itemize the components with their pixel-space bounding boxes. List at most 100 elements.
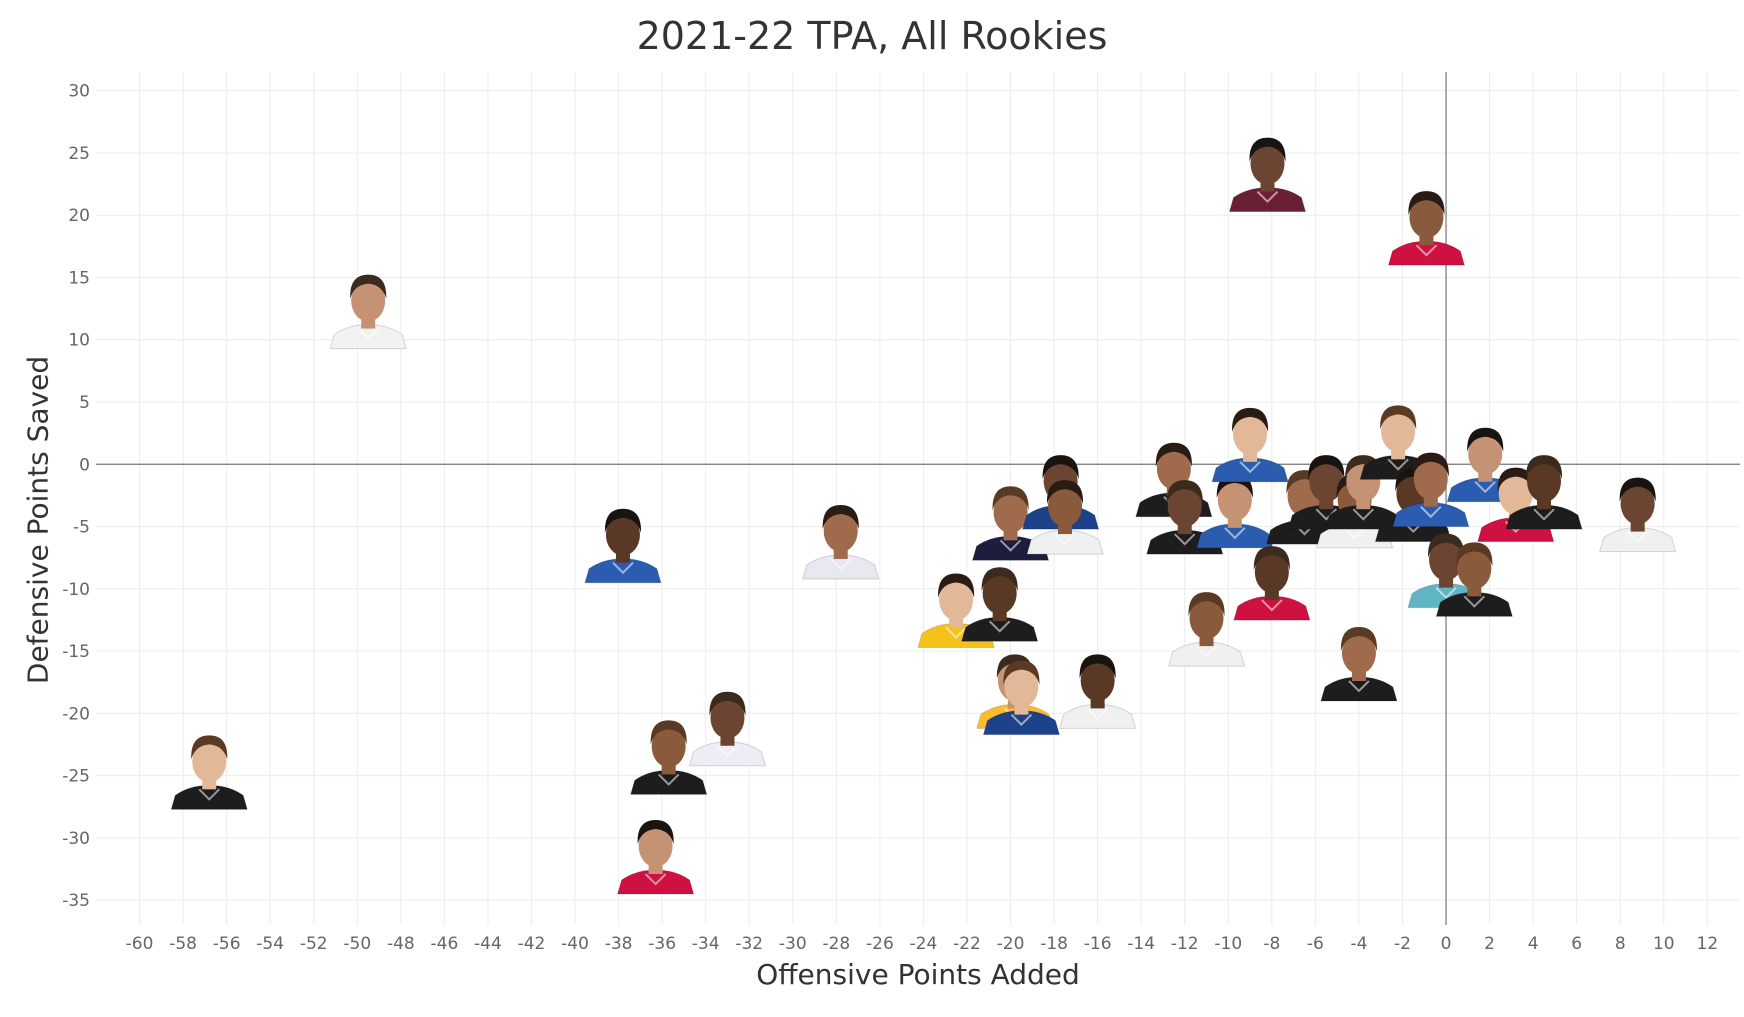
player-face <box>1457 547 1492 590</box>
player-face <box>939 578 974 621</box>
player-collar <box>1420 505 1442 519</box>
player-face <box>1498 472 1533 515</box>
y-tick-label: -35 <box>62 891 90 911</box>
player-face <box>710 696 745 739</box>
x-tick-label: -44 <box>474 934 502 954</box>
player-collar <box>829 558 852 571</box>
player-face <box>993 491 1028 534</box>
player-hair <box>822 504 859 529</box>
player-face <box>1309 460 1344 503</box>
player-face <box>1080 659 1115 702</box>
player-face <box>1468 432 1503 475</box>
data-point <box>960 567 1039 642</box>
x-tick-label: -56 <box>213 934 241 954</box>
y-tick-label: -30 <box>62 829 90 849</box>
x-tick-label: -36 <box>648 934 676 954</box>
player-hair <box>1408 191 1445 216</box>
x-tick-label: -24 <box>910 934 938 954</box>
data-point <box>1026 480 1104 555</box>
y-tick-label: 30 <box>68 82 90 102</box>
player-collar <box>1387 458 1409 471</box>
player-collar <box>357 327 379 341</box>
x-tick-label: -18 <box>1040 934 1068 954</box>
player-hair <box>1467 427 1504 452</box>
y-tick-label: -20 <box>62 704 90 724</box>
player-hair <box>637 820 674 845</box>
player-hair <box>350 274 387 299</box>
data-point <box>1446 427 1524 503</box>
data-point <box>170 735 248 810</box>
player-collar <box>988 620 1011 633</box>
data-point <box>688 691 767 767</box>
player-hair <box>1525 455 1563 480</box>
player-collar <box>612 561 634 575</box>
player-hair <box>938 573 975 598</box>
player-face <box>1004 665 1039 708</box>
player-collar <box>1533 508 1555 521</box>
x-tick-label: -52 <box>300 934 328 954</box>
x-tick-label: -42 <box>518 934 546 954</box>
player-hair <box>191 735 228 760</box>
x-tick-label: 10 <box>1653 934 1675 954</box>
player-face <box>1341 632 1376 675</box>
x-tick-label: -32 <box>735 934 763 954</box>
player-face <box>982 572 1017 615</box>
y-tick-label: -5 <box>73 518 90 538</box>
data-point <box>1392 452 1470 528</box>
player-hair <box>1079 654 1116 679</box>
player-face <box>1167 485 1202 528</box>
x-tick-label: -30 <box>779 934 807 954</box>
player-hair <box>1249 137 1286 162</box>
data-point <box>1435 542 1514 617</box>
player-face <box>351 279 386 322</box>
player-hair <box>1253 546 1290 571</box>
x-tick-label: -34 <box>692 934 720 954</box>
player-hair <box>1232 407 1269 432</box>
x-tick-label: -58 <box>169 934 197 954</box>
player-face <box>1413 457 1448 500</box>
player-face <box>1620 482 1655 525</box>
player-collar <box>716 745 739 758</box>
player-collar <box>1474 481 1496 494</box>
x-tick-label: -38 <box>605 934 633 954</box>
y-tick-label: 5 <box>79 393 90 413</box>
player-collar <box>999 539 1022 552</box>
x-tick-label: -26 <box>866 934 894 954</box>
data-point <box>1211 407 1289 483</box>
player-collar <box>1239 461 1261 474</box>
x-tick-label: 0 <box>1441 934 1452 954</box>
x-tick-label: -54 <box>256 934 284 954</box>
player-hair <box>1380 405 1417 430</box>
x-tick-label: -2 <box>1394 934 1411 954</box>
player-hair <box>1340 627 1377 652</box>
player-face <box>823 509 858 552</box>
player-collar <box>1224 527 1246 540</box>
x-tick-label: 8 <box>1615 934 1626 954</box>
player-hair <box>992 486 1029 511</box>
data-point <box>1505 455 1583 530</box>
player-collar <box>1195 645 1218 658</box>
x-tick-label: -4 <box>1350 934 1367 954</box>
data-point <box>982 660 1061 736</box>
player-hair <box>996 654 1033 679</box>
x-tick-label: 2 <box>1484 934 1495 954</box>
player-face <box>1156 447 1191 490</box>
data-point <box>1167 592 1246 667</box>
data-point <box>1058 654 1137 729</box>
player-hair <box>981 567 1018 592</box>
player-collar <box>1343 527 1366 540</box>
y-tick-label: 10 <box>68 331 90 351</box>
x-tick-label: -22 <box>953 934 981 954</box>
player-hair <box>1456 542 1493 567</box>
player-hair <box>1412 452 1449 477</box>
player-hair <box>1497 467 1534 492</box>
player-collar <box>1174 533 1196 546</box>
data-point <box>616 820 695 895</box>
player-hair <box>1619 477 1656 502</box>
player-collar <box>644 873 667 886</box>
x-tick-label: -12 <box>1171 934 1199 954</box>
player-collar <box>1010 713 1033 727</box>
chart-title: 2021-22 TPA, All Rookies <box>636 14 1108 58</box>
player-hair <box>1046 480 1084 505</box>
player-face <box>1233 412 1268 455</box>
